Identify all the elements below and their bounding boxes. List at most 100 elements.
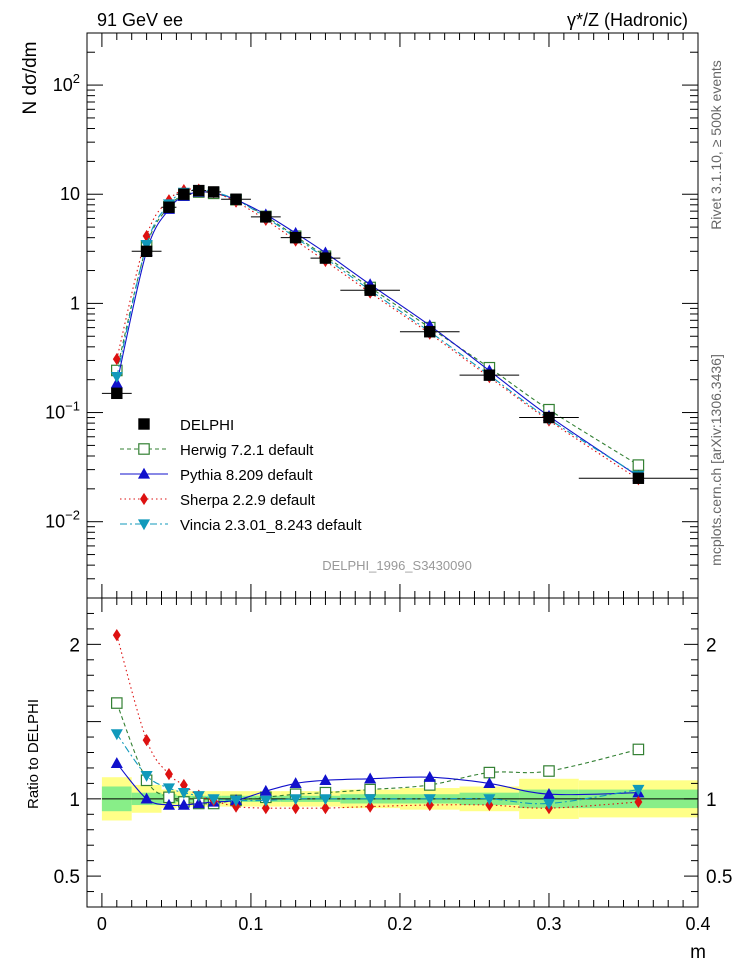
- main-y-tick-label: 102: [53, 71, 80, 95]
- header-right-title: γ*/Z (Hadronic): [567, 10, 688, 30]
- series-pythia-ratio-point: [483, 777, 496, 789]
- legend: DELPHI Herwig 7.2.1 default Pythia 8.209 d…: [120, 417, 362, 534]
- legend-entry: Sherpa 2.2.9 default: [120, 492, 316, 509]
- series-vincia-ratio-point: [483, 794, 496, 806]
- series-vincia-point: [110, 372, 123, 383]
- ratio-y-tick-label-left: 0.5: [54, 867, 80, 888]
- series-herwig-point: [632, 459, 645, 471]
- ratio-y-tick-label-left: 1: [69, 790, 80, 811]
- legend-label: Sherpa 2.2.9 default: [180, 492, 316, 509]
- data-point: [207, 186, 220, 198]
- data-point: [111, 387, 123, 400]
- data-point: [543, 411, 555, 424]
- series-vincia-ratio-point: [162, 783, 176, 795]
- data-point: [260, 211, 272, 223]
- data-point: [319, 252, 332, 264]
- legend-marker: [138, 443, 150, 455]
- series-sherpa-ratio-point: [164, 768, 173, 781]
- series-pythia-ratio-point: [542, 787, 556, 799]
- legend-marker: [137, 519, 151, 531]
- data-point: [483, 369, 496, 381]
- legend-entry: Pythia 8.209 default: [120, 467, 313, 484]
- legend-entry: Herwig 7.2.1 default: [120, 442, 314, 459]
- data-point: [140, 245, 153, 258]
- ratio-frame: [86, 597, 699, 908]
- legend-marker: [138, 418, 150, 430]
- series-pythia-ratio-point: [289, 777, 302, 789]
- series-sherpa-ratio-point: [366, 800, 375, 813]
- series-pythia-ratio-point: [259, 784, 272, 796]
- series-vincia-ratio-point: [289, 794, 302, 806]
- x-tick-label: 0.2: [387, 914, 412, 934]
- x-tick-label: 0.1: [238, 914, 263, 934]
- series-vincia-ratio-point: [319, 794, 332, 806]
- data-point: [364, 284, 376, 296]
- analysis-watermark: DELPHI_1996_S3430090: [322, 558, 472, 573]
- series-pythia-ratio-point: [162, 798, 176, 810]
- series-pythia-ratio-point: [364, 772, 377, 784]
- series-sherpa-ratio-point: [261, 802, 270, 815]
- series-vincia-ratio-point: [140, 771, 153, 782]
- ratio-y-tick-label-right: 2: [706, 635, 717, 656]
- data-point: [230, 193, 242, 205]
- series-pythia-ratio-point: [319, 774, 332, 785]
- series-pythia-ratio-point: [192, 797, 205, 809]
- main-y-tick-label: 10: [60, 184, 80, 204]
- side-label-mcplots: mcplots.cern.ch [arXiv:1306.3436]: [708, 354, 724, 566]
- series-vincia-ratio-point: [192, 791, 205, 802]
- series-sherpa-ratio-point: [142, 734, 151, 747]
- data-point: [163, 201, 175, 213]
- series-herwig-ratio-point: [543, 765, 555, 777]
- header-left-title: 91 GeV ee: [97, 10, 183, 30]
- data-point: [178, 188, 190, 200]
- ratio-y-axis-label: Ratio to DELPHI: [25, 699, 42, 809]
- series-sherpa-ratio-point: [112, 628, 121, 642]
- series-vincia-ratio-point: [110, 729, 123, 741]
- x-tick-label: 0.4: [685, 914, 710, 934]
- data-point: [193, 184, 205, 197]
- series-sherpa-point: [112, 352, 121, 366]
- series-herwig-ratio-point: [364, 783, 376, 796]
- series-vincia-ratio-point: [423, 794, 436, 806]
- legend-label: Herwig 7.2.1 default: [180, 442, 314, 459]
- series-vincia-ratio-point: [542, 798, 556, 810]
- series-vincia-ratio-point: [364, 794, 377, 806]
- main-y-tick-label: 10−1: [45, 399, 80, 423]
- legend-label: DELPHI: [180, 417, 234, 434]
- data-points: [101, 184, 698, 484]
- main-y-tick-label: 1: [70, 293, 80, 313]
- series-pythia-ratio-point: [423, 770, 436, 782]
- legend-label: Vincia 2.3.01_8.243 default: [180, 517, 362, 534]
- data-point: [632, 472, 645, 484]
- series-vincia-ratio-point: [177, 788, 190, 799]
- x-axis-label: m: [690, 942, 706, 963]
- legend-marker: [137, 467, 151, 479]
- ratio-y-tick-label-right: 0.5: [706, 867, 732, 888]
- series-herwig-ratio-point: [483, 766, 496, 779]
- series-sherpa-main-line: [116, 188, 639, 480]
- series-vincia-ratio-point: [632, 784, 645, 796]
- legend-marker: [140, 492, 148, 506]
- axis-ticks: 0 0.1 0.2 0.3 0.4 10−2 10−1 1 10 102 0.5 0.5 1 1 2 2: [45, 32, 732, 934]
- data-point: [424, 326, 436, 338]
- x-tick-label: 0.3: [536, 914, 561, 934]
- side-label-rivet: Rivet 3.1.10, ≥ 500k events: [708, 60, 724, 230]
- data-point: [289, 231, 302, 244]
- series-sherpa-ratio-point: [321, 802, 330, 815]
- series-herwig-ratio-point: [111, 697, 123, 709]
- series-vincia-ratio-point: [259, 795, 272, 807]
- ratio-y-tick-label-left: 2: [69, 635, 80, 656]
- series-pythia-ratio-point: [140, 792, 153, 804]
- axes-frames: [86, 32, 699, 908]
- series-vincia-point: [140, 240, 153, 251]
- legend-entry: DELPHI: [138, 417, 234, 434]
- series-vincia-ratio-point: [229, 795, 243, 807]
- series-pythia-ratio-point: [110, 757, 123, 768]
- main-frame: [86, 32, 699, 599]
- main-y-axis-label: N dσ/dm: [20, 42, 41, 115]
- series-pythia-ratio-point: [177, 798, 190, 810]
- x-tick-label: 0: [97, 914, 107, 934]
- series-sherpa-ratio-point: [634, 795, 643, 809]
